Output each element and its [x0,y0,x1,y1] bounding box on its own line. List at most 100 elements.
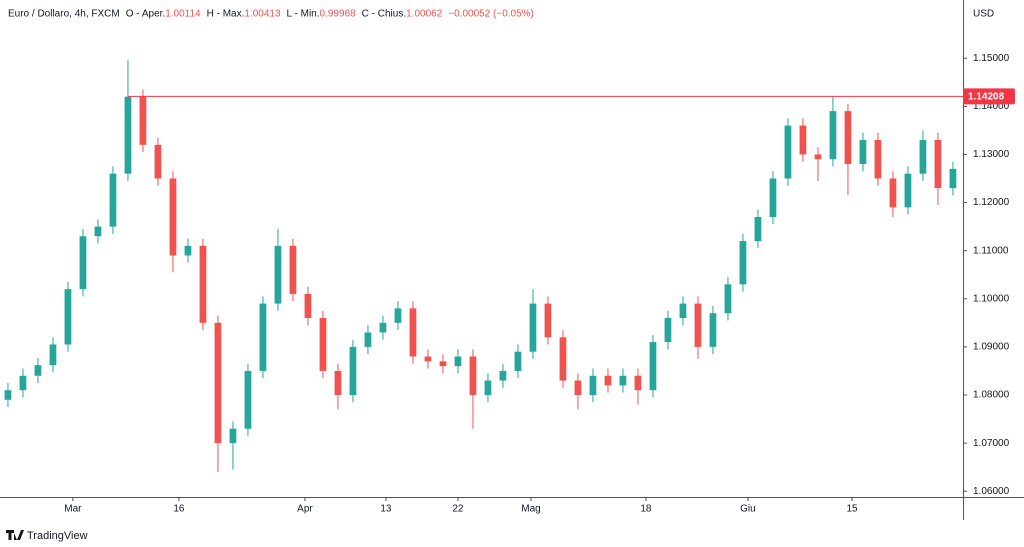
ohlc-label: C - Chius. [362,9,406,20]
y-tick-label: 1.06000 [973,486,1010,497]
y-tick-label: 1.15000 [973,53,1010,64]
candle-body [949,168,957,189]
x-tick-label: Mar [64,504,82,515]
candle-body [919,140,927,174]
candle-body [79,236,87,290]
candle-body [244,370,252,429]
candle-body [19,375,27,391]
candle-body [664,318,672,343]
candle-body [109,173,117,227]
candle-body [34,365,42,376]
y-tick-label: 1.12000 [973,197,1010,208]
candle-body [784,125,792,179]
ohlc-label: L - Min. [287,9,320,20]
candle-body [454,356,462,367]
candle-body [169,178,177,256]
candle-body [259,303,267,371]
candle-body [859,140,867,165]
y-tick-label: 1.13000 [973,149,1010,160]
candle-body [379,322,387,333]
candle-body [154,144,162,179]
candle-body [829,111,837,160]
candle-body [469,356,477,396]
candle-body [364,332,372,347]
candle-body [514,351,522,371]
candle-body [889,178,897,208]
candles [4,59,957,472]
candle-body [589,375,597,396]
ohlc-value: 1.00413 [244,9,281,20]
candle-body [634,375,642,391]
ohlc-value: 0.99968 [320,9,357,20]
brand-name: TradingView [27,530,88,542]
candle-body [124,96,132,174]
price-tag [963,88,1015,105]
candle-body [574,380,582,396]
candle-body [349,346,357,396]
candle-body [274,245,282,304]
candle-body [184,245,192,256]
y-unit: USD [973,9,994,20]
x-tick-label: 16 [173,504,185,515]
candle-body [694,303,702,347]
x-tick-label: Mag [521,504,540,515]
x-tick-label: 13 [380,504,392,515]
candle-body [199,245,207,323]
x-tick-label: 22 [452,504,464,515]
candle-body [319,318,327,371]
candle-body [604,375,612,386]
candle-body [499,370,507,381]
candle-body [619,375,627,386]
candle-body [709,313,717,347]
candle-body [394,308,402,323]
candle-body [49,344,57,366]
x-tick-label: Apr [297,504,313,515]
brand-logo: TradingView [6,530,88,542]
ohlc-label: O - Aper. [126,9,165,20]
candle-body [799,125,807,155]
candle-body [214,322,222,444]
candle-body [754,216,762,242]
candle-body [874,140,882,179]
candle-body [724,284,732,314]
y-tick-label: 1.11000 [973,245,1009,256]
candle-body [739,241,747,285]
candle-body [439,361,447,367]
ohlc-label: H - Max. [207,9,245,20]
x-tick-label: 15 [846,504,858,515]
x-tick-label: Giu [740,504,756,515]
price-tag-label: 1.14208 [968,91,1005,102]
ohlc-change: −0.00052 (−0.05%) [448,9,534,20]
chart-title: Euro / Dollaro, 4h, FXCM [8,9,120,20]
candle-body [64,289,72,345]
candle-body [229,428,237,444]
candle-body [484,380,492,396]
x-tick-label: 18 [640,504,652,515]
candle-body [139,96,147,145]
candle-body [649,342,657,391]
y-tick-label: 1.10000 [973,293,1010,304]
candle-body [544,303,552,338]
candle-body [559,337,567,381]
candle-body [679,303,687,319]
candle-body [94,226,102,237]
y-tick-label: 1.08000 [973,390,1010,401]
candle-body [424,356,432,362]
candle-body [934,140,942,189]
candle-body [814,154,822,160]
y-tick-label: 1.14000 [973,101,1010,112]
candle-body [4,390,12,400]
candle-body [334,370,342,396]
candle-body [529,303,537,352]
ohlc-value: 1.00114 [165,9,201,20]
y-tick-label: 1.09000 [973,342,1010,353]
ohlc-value: 1.00062 [406,9,443,20]
candle-body [409,308,417,357]
candle-body [844,111,852,165]
candle-body [304,293,312,319]
candle-body [769,178,777,217]
candle-body [289,245,297,294]
candle-body [904,173,912,208]
